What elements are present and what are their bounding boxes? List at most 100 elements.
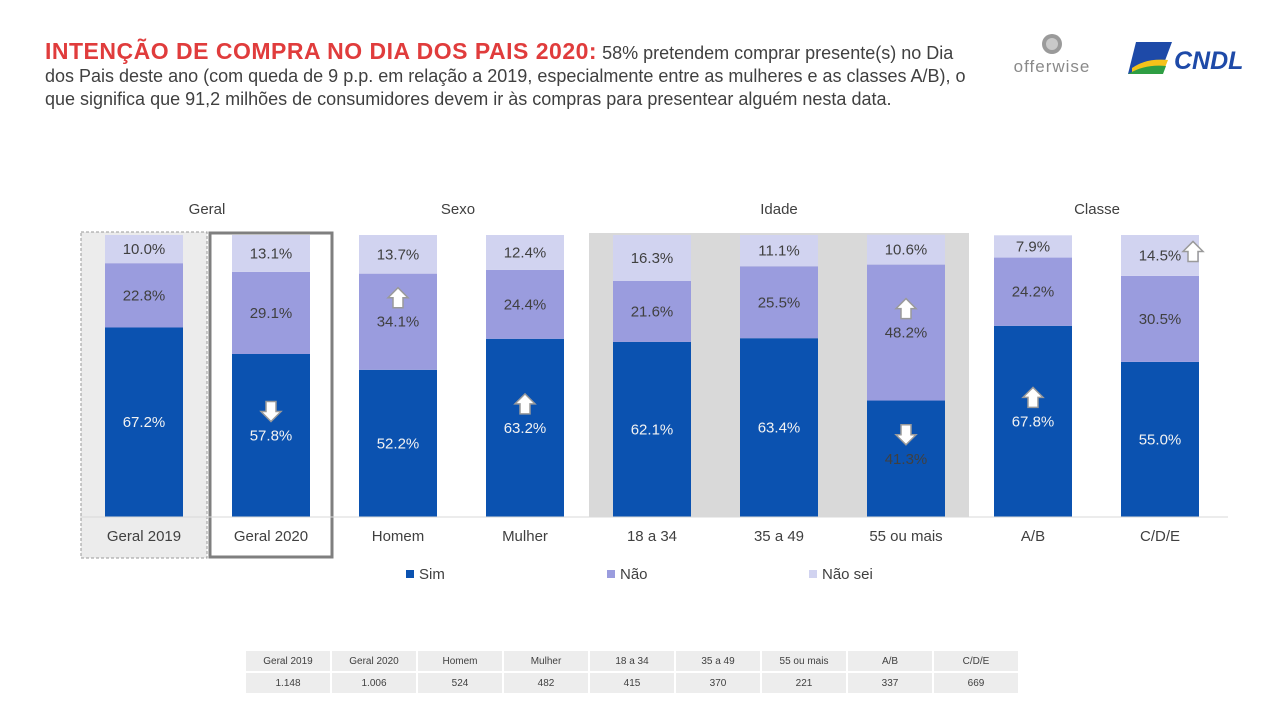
legend-swatch	[406, 570, 414, 578]
bar-nao-sei	[486, 235, 564, 270]
arrow-up-icon	[386, 286, 410, 309]
arrow-up-icon	[1021, 386, 1045, 409]
sample-header-cell: 18 a 34	[590, 651, 674, 671]
offerwise-emblem-inner	[1046, 38, 1058, 50]
bar-sim	[867, 400, 945, 517]
bar-nao	[232, 271, 310, 355]
cndl-logo-text: CNDL	[1174, 47, 1243, 75]
sample-size-table: Geral 2019 Geral 2020 Homem Mulher 18 a …	[244, 649, 1020, 695]
data-label: 63.2%	[504, 420, 547, 437]
bar-sim	[486, 338, 564, 517]
data-label: 67.8%	[1012, 413, 1055, 430]
data-label: 16.3%	[631, 250, 674, 267]
data-label: 13.7%	[377, 246, 420, 263]
data-label: 63.4%	[758, 420, 801, 437]
data-label: 34.1%	[377, 314, 420, 331]
title-highlight: INTENÇÃO DE COMPRA NO DIA DOS PAIS 2020:	[45, 38, 598, 64]
sample-header-cell: Homem	[418, 651, 502, 671]
data-label: 55.0%	[1139, 431, 1182, 448]
sample-header-cell: Geral 2019	[246, 651, 330, 671]
cndl-emblem-green	[1128, 65, 1166, 74]
bar-nao-sei	[232, 235, 310, 272]
bar-nao	[867, 264, 945, 401]
bar-nao	[994, 257, 1072, 326]
bar-nao	[486, 269, 564, 339]
data-label: 30.5%	[1139, 311, 1182, 328]
bar-nao	[105, 263, 183, 328]
group-header: Sexo	[441, 201, 475, 218]
bar-nao-sei	[359, 235, 437, 274]
data-label: 24.4%	[504, 296, 547, 313]
sample-value-row: 1.148 1.006 524 482 415 370 221 337 669	[246, 673, 1018, 693]
group-header: Classe	[1074, 201, 1120, 218]
arrow-down-icon	[259, 400, 283, 423]
offerwise-logo: offerwise	[1014, 34, 1091, 76]
bar-nao-sei	[1121, 235, 1199, 276]
data-label: 11.1%	[758, 243, 799, 260]
bar-nao-sei	[994, 235, 1072, 258]
sample-value-cell: 1.148	[246, 673, 330, 693]
x-tick-label: C/D/E	[1140, 528, 1180, 545]
bar-sim	[740, 338, 818, 517]
data-label: 22.8%	[123, 287, 166, 304]
bar-nao-sei	[740, 235, 818, 267]
legend-label: Não	[620, 566, 648, 583]
cndl-logo: CNDL	[1128, 42, 1243, 75]
data-label: 52.2%	[377, 435, 420, 452]
bar-sim	[232, 354, 310, 517]
data-label: 21.6%	[631, 303, 674, 320]
legend-swatch	[607, 570, 615, 578]
x-tick-label: Homem	[372, 528, 425, 545]
sample-value-cell: 524	[418, 673, 502, 693]
sample-header-cell: 35 a 49	[676, 651, 760, 671]
title-text: 58% pretendem comprar presente(s) no Dia…	[45, 43, 966, 109]
sample-value-cell: 669	[934, 673, 1018, 693]
bar-sim	[1121, 361, 1199, 517]
sample-value-cell: 337	[848, 673, 932, 693]
x-tick-label: 55 ou mais	[869, 528, 942, 545]
bar-nao	[613, 280, 691, 342]
data-label: 10.0%	[123, 241, 166, 258]
group-header: Geral	[189, 201, 226, 218]
arrow-up-icon	[894, 297, 918, 320]
group-header: Idade	[760, 201, 798, 218]
legend-label: Não sei	[822, 566, 873, 583]
sample-header-row: Geral 2019 Geral 2020 Homem Mulher 18 a …	[246, 651, 1018, 671]
bar-nao-sei	[867, 234, 945, 265]
bar-sim	[994, 325, 1072, 517]
data-label: 48.2%	[885, 325, 928, 342]
sample-value-cell: 370	[676, 673, 760, 693]
data-label: 41.3%	[885, 451, 928, 468]
sample-value-cell: 221	[762, 673, 846, 693]
legend-swatch	[809, 570, 817, 578]
sample-header-cell: A/B	[848, 651, 932, 671]
data-label: 10.6%	[885, 242, 928, 259]
x-tick-label: 35 a 49	[754, 528, 804, 545]
bar-nao-sei	[105, 235, 183, 264]
bar-nao-sei	[613, 235, 691, 281]
arrow-down-icon	[894, 424, 918, 446]
sample-header-cell: Mulher	[504, 651, 588, 671]
bar-nao	[1121, 275, 1199, 362]
data-label: 12.4%	[504, 244, 547, 261]
data-label: 14.5%	[1139, 247, 1182, 264]
x-tick-label: Geral 2019	[107, 528, 181, 545]
data-label: 13.1%	[250, 245, 293, 262]
geral-2020-highlight-box	[208, 231, 334, 559]
x-tick-label: A/B	[1021, 528, 1045, 545]
sample-header-cell: Geral 2020	[332, 651, 416, 671]
data-label: 25.5%	[758, 294, 801, 311]
arrow-up-icon	[1181, 240, 1205, 263]
x-tick-label: Geral 2020	[234, 528, 308, 545]
sample-header-cell: 55 ou mais	[762, 651, 846, 671]
x-tick-label: 18 a 34	[627, 528, 677, 545]
data-label: 57.8%	[250, 428, 293, 445]
bar-sim	[105, 327, 183, 517]
bar-sim	[359, 369, 437, 517]
legend-label: Sim	[419, 566, 445, 583]
data-label: 7.9%	[1016, 238, 1050, 255]
offerwise-logo-text: offerwise	[1014, 57, 1091, 76]
bar-nao	[740, 266, 818, 339]
data-label: 24.2%	[1012, 284, 1055, 301]
